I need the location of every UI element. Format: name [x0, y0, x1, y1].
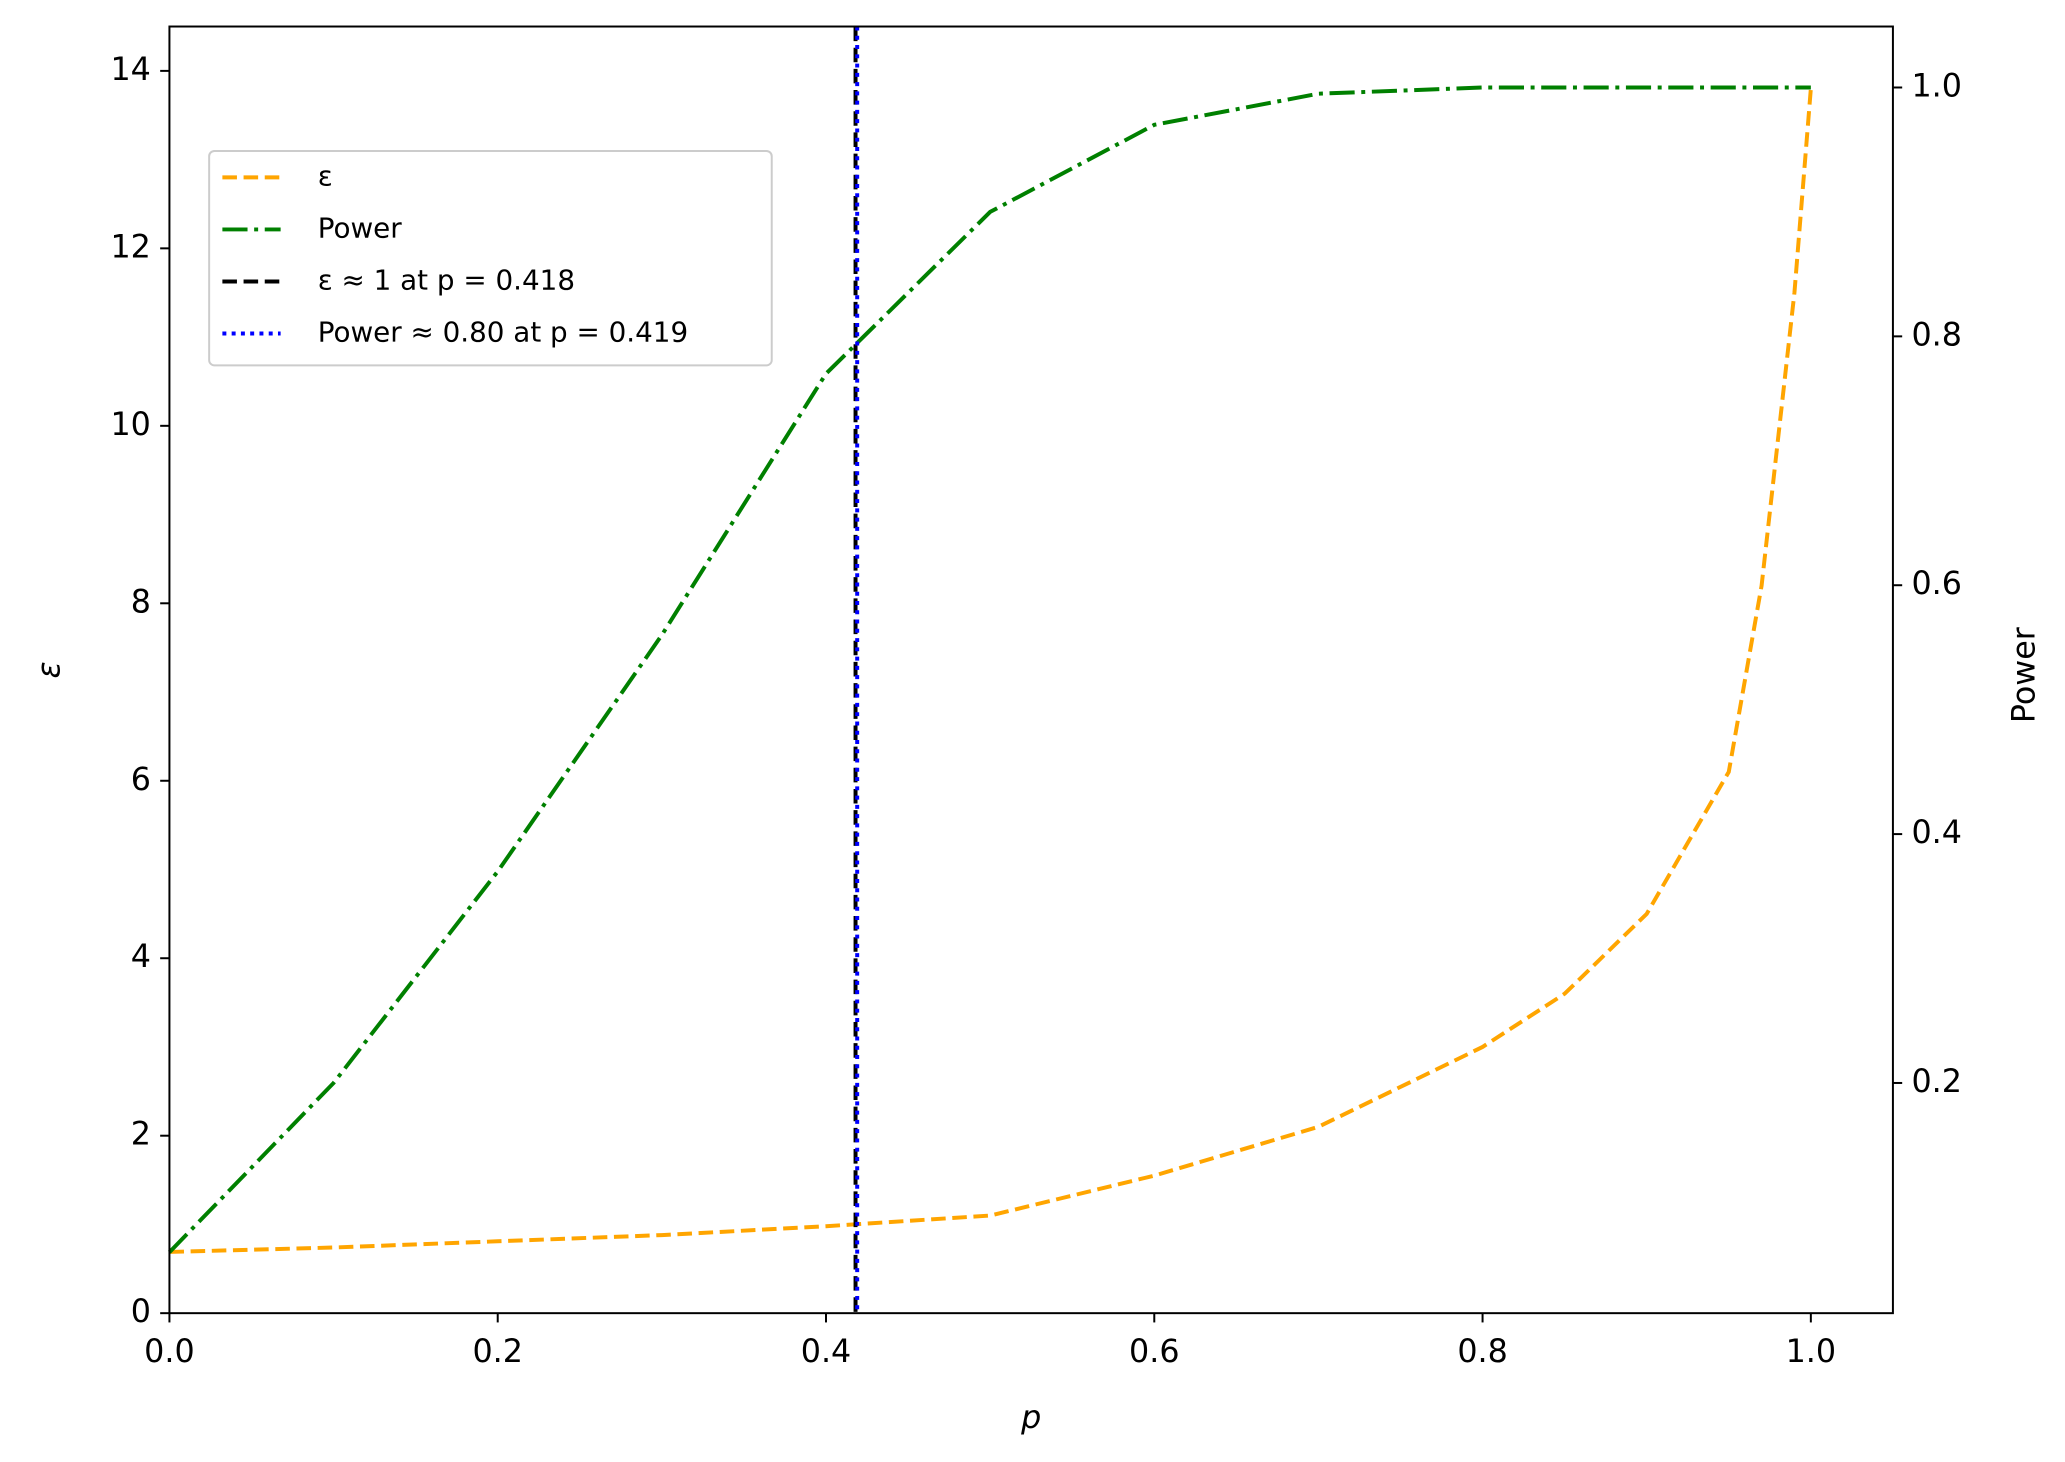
- y-tick-label: 2: [131, 1117, 151, 1153]
- plot-frame: [168, 25, 1894, 1315]
- legend-label: Power: [318, 211, 403, 244]
- x-tick-label: 0.2: [472, 1334, 522, 1370]
- y2-axis-label: Power: [2006, 626, 2042, 723]
- x-axis-label: p: [1020, 1400, 1041, 1436]
- y-tick-label: 10: [110, 407, 150, 443]
- y-tick-label: 6: [131, 762, 151, 798]
- legend-label: ε: [318, 159, 333, 192]
- y2-tick-label: 0.4: [1911, 815, 1962, 851]
- x-tick-label: 0.6: [1129, 1334, 1180, 1370]
- x-tick-label: 1.0: [1786, 1334, 1837, 1370]
- x-tick-label: 0.4: [801, 1334, 852, 1370]
- x-tick-label: 0.8: [1457, 1334, 1508, 1370]
- y2-tick-label: 1.0: [1911, 68, 1962, 104]
- y2-tick-label: 0.6: [1911, 566, 1962, 602]
- series-line: [169, 88, 1813, 1254]
- y-tick-label: 14: [110, 52, 150, 88]
- y2-tick-label: 0.2: [1911, 1064, 1962, 1100]
- legend-label: Power ≈ 0.80 at p = 0.419: [318, 315, 688, 348]
- series-line: [168, 85, 1811, 1254]
- y-tick-label: 8: [131, 584, 151, 620]
- y-tick-label: 0: [131, 1294, 151, 1330]
- legend-label: ε ≈ 1 at p = 0.418: [318, 263, 575, 296]
- y2-tick-label: 0.8: [1911, 317, 1962, 353]
- y-tick-label: 12: [110, 229, 150, 265]
- legend-box: [208, 149, 773, 367]
- x-tick-label: 0.0: [144, 1334, 195, 1370]
- y-axis-label: ε: [31, 661, 67, 678]
- y-tick-label: 4: [131, 939, 151, 975]
